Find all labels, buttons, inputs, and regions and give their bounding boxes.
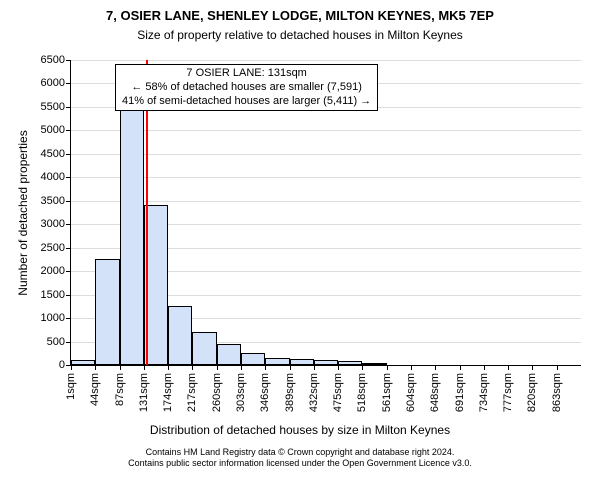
- x-tick-label: 389sqm: [284, 373, 296, 412]
- x-tick: [144, 365, 145, 370]
- chart-container: { "chart": { "type": "histogram", "title…: [0, 0, 600, 500]
- x-tick-label: 691sqm: [454, 373, 466, 412]
- histogram-bar: [168, 306, 192, 365]
- x-tick: [532, 365, 533, 370]
- x-tick: [120, 365, 121, 370]
- footer-line: Contains public sector information licen…: [0, 458, 600, 469]
- chart-title: 7, OSIER LANE, SHENLEY LODGE, MILTON KEY…: [0, 8, 600, 23]
- y-tick: [66, 107, 71, 108]
- x-tick-label: 777sqm: [502, 373, 514, 412]
- y-tick: [66, 271, 71, 272]
- y-tick-label: 2000: [41, 265, 65, 277]
- x-tick-label: 260sqm: [211, 373, 223, 412]
- y-tick: [66, 60, 71, 61]
- x-tick: [338, 365, 339, 370]
- y-tick: [66, 224, 71, 225]
- x-tick-label: 863sqm: [551, 373, 563, 412]
- x-tick-label: 561sqm: [381, 373, 393, 412]
- x-tick: [95, 365, 96, 370]
- chart-subtitle: Size of property relative to detached ho…: [0, 28, 600, 42]
- histogram-bar: [192, 332, 216, 365]
- x-tick-label: 346sqm: [259, 373, 271, 412]
- histogram-bar: [265, 358, 289, 365]
- x-tick-label: 1sqm: [65, 373, 77, 400]
- x-tick: [435, 365, 436, 370]
- x-tick-label: 648sqm: [429, 373, 441, 412]
- x-tick-label: 734sqm: [478, 373, 490, 412]
- x-tick-label: 604sqm: [405, 373, 417, 412]
- histogram-bar: [120, 100, 144, 365]
- histogram-bar: [362, 363, 386, 365]
- histogram-bar: [290, 359, 314, 365]
- x-tick: [411, 365, 412, 370]
- y-tick-label: 6000: [41, 77, 65, 89]
- histogram-bar: [217, 344, 241, 365]
- x-tick: [71, 365, 72, 370]
- annotation-line: 7 OSIER LANE: 131sqm: [122, 67, 371, 81]
- x-tick: [508, 365, 509, 370]
- y-tick-label: 5500: [41, 101, 65, 113]
- y-tick: [66, 318, 71, 319]
- annotation-box: 7 OSIER LANE: 131sqm ← 58% of detached h…: [115, 64, 378, 111]
- y-tick-label: 500: [47, 336, 65, 348]
- y-tick: [66, 130, 71, 131]
- histogram-bar: [338, 361, 362, 365]
- x-axis-label: Distribution of detached houses by size …: [0, 423, 600, 437]
- y-tick-label: 0: [59, 359, 65, 371]
- y-tick-label: 1500: [41, 289, 65, 301]
- x-tick-label: 174sqm: [162, 373, 174, 412]
- y-tick-label: 2500: [41, 242, 65, 254]
- y-axis-label: Number of detached properties: [16, 130, 30, 295]
- footer-line: Contains HM Land Registry data © Crown c…: [0, 447, 600, 458]
- y-tick: [66, 201, 71, 202]
- y-tick-label: 3500: [41, 195, 65, 207]
- y-tick-label: 1000: [41, 312, 65, 324]
- histogram-bar: [71, 360, 95, 365]
- y-tick: [66, 83, 71, 84]
- x-tick: [241, 365, 242, 370]
- y-tick-label: 4500: [41, 148, 65, 160]
- y-tick-label: 4000: [41, 171, 65, 183]
- y-tick-label: 3000: [41, 218, 65, 230]
- x-tick: [484, 365, 485, 370]
- x-tick-label: 44sqm: [89, 373, 101, 406]
- x-tick: [387, 365, 388, 370]
- x-tick: [460, 365, 461, 370]
- histogram-bar: [241, 353, 265, 365]
- x-tick-label: 303sqm: [235, 373, 247, 412]
- x-tick-label: 432sqm: [308, 373, 320, 412]
- x-tick-label: 87sqm: [114, 373, 126, 406]
- y-tick-label: 5000: [41, 124, 65, 136]
- y-tick: [66, 154, 71, 155]
- footer-text: Contains HM Land Registry data © Crown c…: [0, 447, 600, 469]
- x-tick: [168, 365, 169, 370]
- histogram-bar: [95, 259, 119, 365]
- y-tick-label: 6500: [41, 54, 65, 66]
- x-tick-label: 518sqm: [356, 373, 368, 412]
- y-tick: [66, 248, 71, 249]
- y-tick: [66, 177, 71, 178]
- x-tick: [362, 365, 363, 370]
- x-tick: [217, 365, 218, 370]
- x-tick: [265, 365, 266, 370]
- x-tick-label: 217sqm: [186, 373, 198, 412]
- x-tick: [314, 365, 315, 370]
- x-tick-label: 820sqm: [526, 373, 538, 412]
- annotation-line: ← 58% of detached houses are smaller (7,…: [122, 81, 371, 95]
- y-tick: [66, 342, 71, 343]
- histogram-bar: [314, 360, 338, 365]
- x-tick: [290, 365, 291, 370]
- y-tick: [66, 295, 71, 296]
- x-tick-label: 131sqm: [138, 373, 150, 412]
- x-tick-label: 475sqm: [332, 373, 344, 412]
- annotation-line: 41% of semi-detached houses are larger (…: [122, 95, 371, 109]
- x-tick: [192, 365, 193, 370]
- x-tick: [557, 365, 558, 370]
